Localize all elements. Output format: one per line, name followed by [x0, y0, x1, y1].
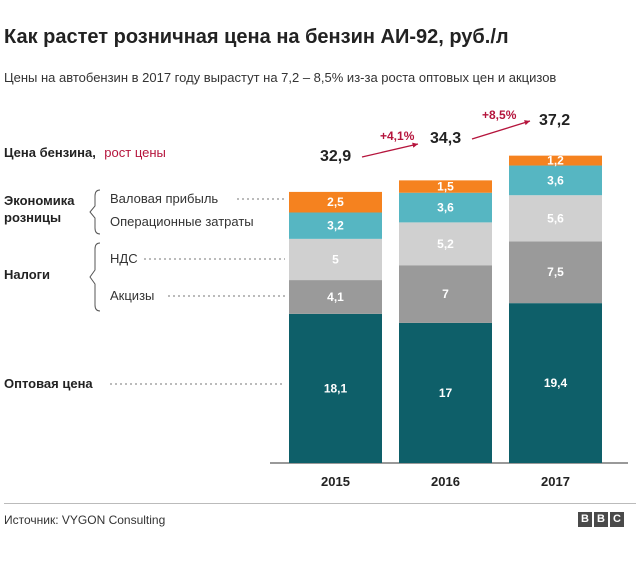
bar-segment-operating-costs — [289, 212, 382, 239]
segment-label: 5,6 — [547, 211, 564, 225]
growth-percent-label: +4,1% — [380, 129, 415, 143]
bar-segment-vat — [509, 195, 602, 242]
legend-operating-costs: Операционные затраты — [110, 214, 254, 229]
bar-segment-excise — [289, 280, 382, 314]
brace-retail — [89, 189, 101, 235]
price-label: Цена бензина, рост цены — [4, 144, 166, 161]
growth-percent-label: +8,5% — [482, 108, 517, 122]
legend-excise: Акцизы — [110, 288, 154, 303]
bar-segment-operating-costs — [399, 192, 492, 223]
segment-label: 5 — [332, 252, 339, 266]
chart-title: Как растет розничная цена на бензин АИ-9… — [4, 26, 509, 48]
stacked-bar-chart: Цена бензина, рост цены Экономика розниц… — [4, 108, 628, 489]
growth-arrow-line — [361, 143, 419, 158]
segment-label: 17 — [439, 386, 453, 400]
x-tick-label: 2016 — [431, 474, 460, 489]
bar-segment-gross-profit — [289, 191, 382, 213]
bar-segment-operating-costs — [509, 165, 602, 196]
bbc-logo-letter: B — [594, 512, 608, 527]
growth-label: рост цены — [104, 145, 166, 160]
segment-label: 1,2 — [547, 154, 564, 168]
bbc-logo-letter: B — [578, 512, 592, 527]
bar-segment-gross-profit — [509, 155, 602, 166]
bar-segment-vat — [399, 222, 492, 266]
growth-group: +4,1% +8,5% — [361, 108, 531, 158]
segment-label: 18,1 — [324, 381, 348, 395]
segment-label: 3,6 — [547, 173, 564, 187]
legend-gross-profit: Валовая прибыль — [110, 191, 218, 206]
footer-divider — [4, 503, 636, 504]
bbc-logo-letter: C — [610, 512, 624, 527]
x-tick-label: 2015 — [321, 474, 350, 489]
bar-segment-wholesale — [509, 303, 602, 463]
segment-label: 1,5 — [437, 180, 454, 194]
source-note: Источник: VYGON Consulting — [4, 513, 166, 527]
growth-arrow-head — [412, 142, 418, 148]
brace-taxes — [89, 242, 101, 312]
bbc-logo: B B C — [578, 512, 624, 527]
legend-wholesale: Оптовая цена — [4, 376, 93, 391]
total-price-label: 34,3 — [430, 130, 461, 147]
x-tick-labels: 2015 2016 2017 — [321, 474, 570, 489]
segment-label: 5,2 — [437, 237, 454, 251]
bar-segment-excise — [509, 241, 602, 304]
group-retail-line2: розницы — [4, 210, 61, 225]
bars-group: 18,1 4,1 5 3,2 2,5 17 7 5,2 3,6 1,5 19,4 7,5 5,6 3,6 1… — [289, 154, 602, 463]
segment-label: 19,4 — [544, 376, 568, 390]
total-price-label: 37,2 — [539, 112, 570, 129]
bar-segment-wholesale — [399, 322, 492, 463]
bar-segment-wholesale — [289, 313, 382, 463]
bar-segment-vat — [289, 238, 382, 281]
totals-group: 32,9 34,3 37,2 — [320, 112, 570, 165]
segment-label: 3,2 — [327, 219, 344, 233]
group-retail-line1: Экономика — [4, 193, 75, 208]
segment-label: 7 — [442, 287, 449, 301]
chart-subtitle: Цены на автобензин в 2017 году вырастут … — [4, 70, 557, 85]
growth-arrow-head — [524, 120, 530, 126]
segment-label: 4,1 — [327, 290, 344, 304]
bar-segment-excise — [399, 265, 492, 323]
bar-segment-gross-profit — [399, 180, 492, 193]
growth-arrow-line — [471, 120, 531, 140]
segment-label: 7,5 — [547, 265, 564, 279]
group-taxes: Налоги — [4, 267, 50, 282]
segment-label: 3,6 — [437, 201, 454, 215]
x-tick-label: 2017 — [541, 474, 570, 489]
legend-vat: НДС — [110, 251, 138, 266]
segment-label: 2,5 — [327, 195, 344, 209]
total-price-label: 32,9 — [320, 148, 351, 165]
